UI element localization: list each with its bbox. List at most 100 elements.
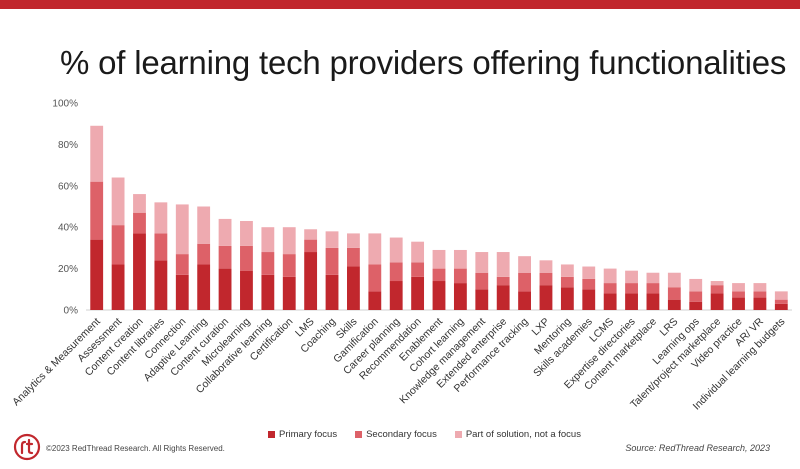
bar-segment-part — [603, 268, 617, 284]
bar-segment-secondary — [689, 291, 703, 302]
y-tick-label: 20% — [58, 264, 78, 275]
x-category-label: Analytics & Measurement — [10, 316, 103, 409]
bar-segment-secondary — [240, 245, 253, 271]
bar-segment-part — [154, 202, 168, 234]
bar-segment-part — [667, 272, 681, 288]
bar-segment-secondary — [710, 285, 724, 294]
legend-label-secondary: Secondary focus — [366, 429, 437, 440]
y-tick-label: 60% — [58, 181, 78, 192]
bar-segment-primary — [453, 283, 467, 310]
bar-segment-primary — [625, 293, 638, 310]
bar-segment-part — [539, 260, 553, 273]
legend-item-part: Part of solution, not a focus — [454, 429, 581, 440]
bar-segment-part — [453, 249, 467, 269]
bar-segment-primary — [732, 297, 745, 310]
bar-segment-secondary — [154, 233, 168, 261]
bar-segment-secondary — [197, 243, 211, 265]
bar-segment-part — [197, 206, 211, 244]
bar-segment-primary — [582, 289, 596, 310]
bar-segment-secondary — [304, 239, 318, 253]
legend-swatch-primary — [268, 431, 275, 438]
bar-segment-primary — [539, 285, 553, 310]
bar-segment-primary — [368, 291, 382, 310]
bar-segment-primary — [261, 274, 275, 310]
bar-segment-secondary — [625, 283, 638, 294]
bar-segment-primary — [603, 293, 617, 310]
y-tick-label: 40% — [58, 223, 78, 234]
bar-segment-primary — [218, 268, 232, 310]
legend-swatch-part — [454, 431, 462, 438]
bar-segment-part — [475, 252, 489, 273]
chart-title: % of learning tech providers offering fu… — [60, 44, 787, 81]
bar-segment-secondary — [453, 268, 467, 284]
bar-segment-part — [432, 249, 446, 269]
bar-segment-primary — [710, 293, 724, 310]
bar-segment-primary — [560, 287, 574, 310]
bar-segment-secondary — [753, 291, 767, 298]
bar-segment-primary — [774, 303, 788, 310]
bar-segment-part — [325, 231, 339, 248]
bar-segment-part — [753, 283, 767, 292]
bar-segment-part — [175, 204, 189, 255]
bar-segment-secondary — [133, 212, 146, 234]
bar-segment-secondary — [475, 272, 489, 290]
bar-segment-primary — [518, 291, 531, 310]
legend-label-part: Part of solution, not a focus — [465, 429, 581, 440]
bar-segment-primary — [667, 299, 681, 310]
bar-segment-secondary — [646, 283, 660, 294]
bar-segment-part — [518, 256, 531, 273]
bar-segment-secondary — [90, 181, 104, 240]
bar-segment-part — [304, 229, 318, 240]
bar-segment-part — [133, 194, 146, 213]
bar-segment-primary — [347, 266, 360, 310]
bar-segment-secondary — [603, 283, 617, 294]
bar-segment-part — [646, 272, 660, 284]
bar-segment-part — [218, 218, 232, 246]
bar-segment-part — [496, 252, 510, 277]
bar-segment-part — [582, 266, 596, 279]
bar-segment-part — [411, 241, 425, 263]
bar-segment-primary — [133, 233, 146, 310]
bar-segment-secondary — [432, 268, 446, 282]
bar-segment-secondary — [111, 225, 125, 265]
bar-segment-secondary — [539, 272, 553, 286]
bar-segment-primary — [411, 276, 425, 310]
bar-segment-part — [625, 270, 638, 284]
bar-segment-part — [774, 291, 788, 300]
bar-segment-part — [282, 227, 296, 255]
bar-segment-part — [347, 233, 360, 248]
bar-segment-secondary — [582, 278, 596, 290]
bar-segment-part — [240, 220, 253, 246]
bar-segment-primary — [90, 239, 104, 310]
y-tick-label: 80% — [58, 140, 78, 151]
bar-segment-primary — [304, 252, 318, 310]
bars — [90, 125, 788, 310]
bar-segment-part — [389, 237, 403, 263]
bar-segment-part — [689, 278, 703, 292]
bar-segment-primary — [432, 281, 446, 310]
bar-segment-primary — [175, 274, 189, 310]
redthread-logo-icon — [13, 433, 41, 461]
bar-segment-part — [560, 264, 574, 277]
bar-segment-secondary — [218, 245, 232, 269]
bar-segment-primary — [154, 260, 168, 310]
y-tick-label: 100% — [52, 99, 78, 110]
top-accent-bar — [0, 0, 800, 9]
bar-segment-part — [710, 281, 724, 286]
bar-segment-primary — [282, 276, 296, 310]
bar-segment-primary — [646, 293, 660, 310]
bar-segment-primary — [475, 289, 489, 310]
y-tick-label: 0% — [64, 306, 79, 317]
bar-segment-primary — [389, 281, 403, 310]
bar-segment-secondary — [347, 247, 360, 267]
bar-segment-secondary — [175, 254, 189, 275]
bar-segment-primary — [240, 270, 253, 310]
bar-segment-secondary — [732, 291, 745, 298]
bar-segment-part — [90, 125, 104, 182]
bar-segment-primary — [689, 301, 703, 310]
bar-segment-part — [368, 233, 382, 265]
bar-segment-secondary — [411, 262, 425, 277]
bar-segment-primary — [325, 274, 339, 310]
bar-segment-secondary — [518, 272, 531, 292]
x-axis-labels: Analytics & MeasurementAssessmentContent… — [10, 315, 787, 412]
